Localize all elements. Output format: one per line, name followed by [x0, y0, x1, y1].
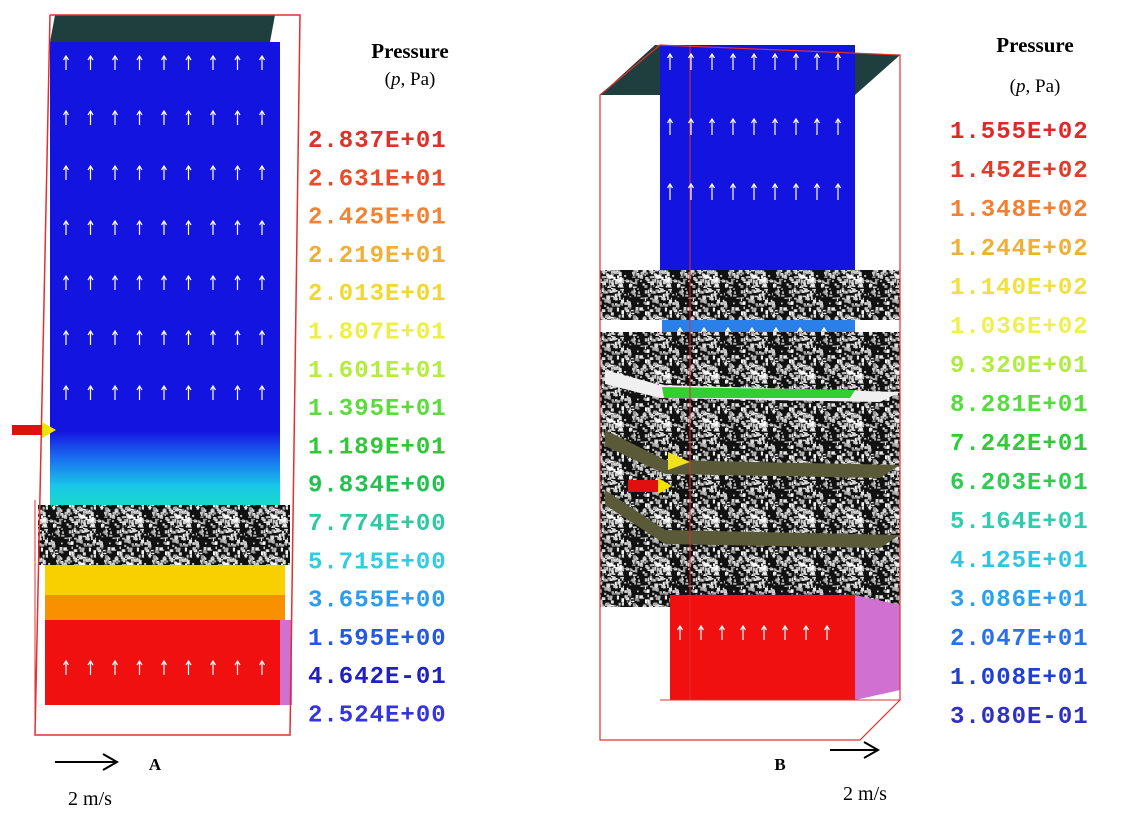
legend-level: 3.086E+01 [950, 587, 1089, 614]
legend-title: Pressure [996, 33, 1073, 57]
legend-level: 3.655E+00 [308, 588, 447, 615]
legend-level: 4.642E-01 [308, 664, 447, 691]
porous-layer [600, 270, 900, 320]
unit-part: p [1014, 76, 1026, 97]
fluid-region [50, 42, 280, 505]
scale-arrow [55, 742, 878, 770]
legend-level: 2.047E+01 [950, 626, 1089, 653]
legend-level: 1.395E+01 [308, 396, 447, 423]
legend-level: 4.125E+01 [950, 548, 1089, 575]
lid [50, 15, 275, 42]
fluid-region [660, 45, 855, 270]
legend-level: 2.425E+01 [308, 205, 447, 232]
panel-b-drawing [600, 45, 900, 740]
scale-label: 2 m/s [68, 788, 112, 810]
legend-level: 1.189E+01 [308, 434, 447, 461]
legend-level: 2.524E+00 [308, 703, 447, 730]
legend-level: 9.834E+00 [308, 473, 447, 500]
panel-a-drawing [12, 15, 300, 735]
band [45, 595, 285, 620]
legend-level: 2.837E+01 [308, 128, 447, 155]
legend-level: 7.774E+00 [308, 511, 447, 538]
legend-level: 1.807E+01 [308, 320, 447, 347]
legend-level: 9.320E+01 [950, 353, 1089, 380]
legend-title: Pressure [371, 39, 448, 63]
unit-part: , Pa) [401, 69, 436, 90]
legend-level: 8.281E+01 [950, 392, 1089, 419]
band [670, 595, 855, 700]
unit-part: p [389, 69, 401, 90]
scale-label: 2 m/s [843, 783, 887, 805]
porous-layer [38, 505, 290, 565]
legend-level: 6.203E+01 [950, 470, 1089, 497]
legend-level: 1.555E+02 [950, 119, 1089, 146]
inlet-marker [628, 480, 658, 492]
legend-level: 2.631E+01 [308, 166, 447, 193]
page: {"panels": [ {"label": "A", "scale": "2 … [0, 0, 1128, 818]
legend-level: 1.244E+02 [950, 236, 1089, 263]
unit-part: , Pa) [1026, 76, 1061, 97]
panel-label: A [149, 755, 162, 774]
side-face [855, 595, 900, 700]
legend-level: 2.013E+01 [308, 281, 447, 308]
legend-level: 2.219E+01 [308, 243, 447, 270]
legend-level: 1.140E+02 [950, 275, 1089, 302]
figure: Pressure (p, Pa) 2.837E+01 2.631E+01 2.425E+… [0, 0, 1128, 818]
panel-label: B [774, 755, 785, 774]
legend-level: 5.715E+00 [308, 549, 447, 576]
legend-level: 1.452E+02 [950, 158, 1089, 185]
legend-level: 1.595E+00 [308, 626, 447, 653]
legend-unit: (p, Pa) [1010, 76, 1061, 97]
legend-level: 1.348E+02 [950, 197, 1089, 224]
legend-unit: (p, Pa) [385, 69, 436, 90]
legend-level: 1.008E+01 [950, 665, 1089, 692]
legend-level: 5.164E+01 [950, 509, 1089, 536]
band [45, 565, 285, 595]
legend-level: 1.601E+01 [308, 358, 447, 385]
legend-level: 1.036E+02 [950, 314, 1089, 341]
legend-level: 7.242E+01 [950, 431, 1089, 458]
inlet-marker [12, 425, 42, 435]
legend-level: 3.080E-01 [950, 704, 1089, 731]
